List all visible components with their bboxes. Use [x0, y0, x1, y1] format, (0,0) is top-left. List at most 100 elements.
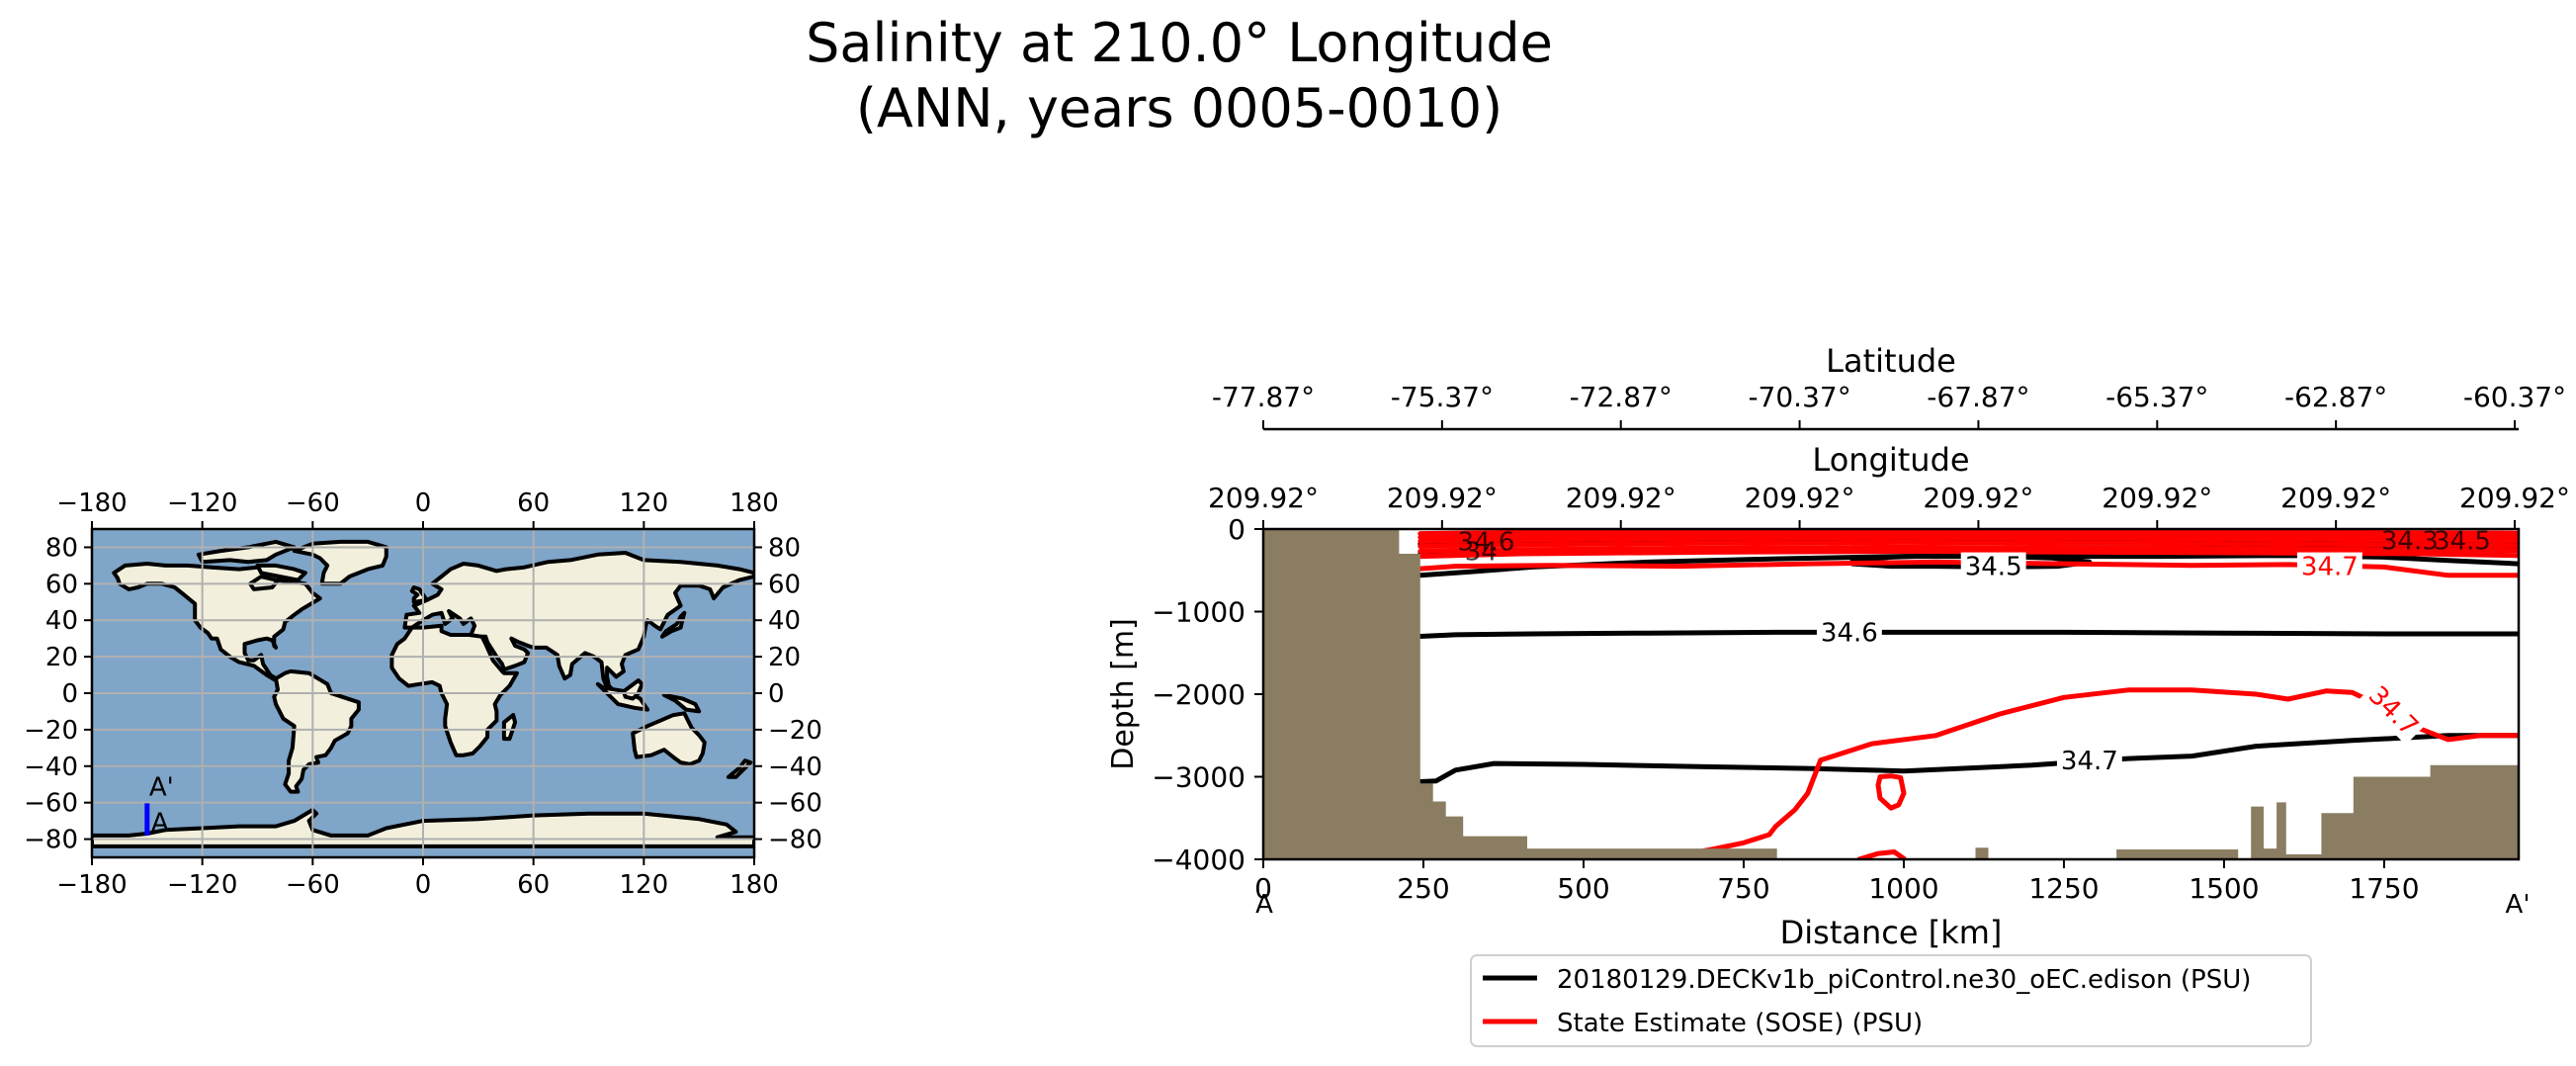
extra-label-3: 34.5 — [2434, 527, 2491, 557]
map-right-tick-label-5: −20 — [768, 716, 822, 746]
map-top-tick-label-5: 120 — [620, 489, 669, 518]
map-land-japan — [659, 610, 687, 639]
map-top-tick-label-2: −60 — [286, 489, 340, 518]
lat-tick-label-4: -67.87° — [1927, 381, 2029, 413]
section-xlabel: Distance [km] — [1780, 914, 2003, 951]
map-transect-end-label: A' — [149, 772, 174, 802]
series-1-label-1: 34.3 — [1827, 523, 1884, 553]
map-land-new-zealand — [726, 758, 753, 779]
lat-tick-label-1: -75.37° — [1391, 381, 1494, 413]
map-bottom-tick-label-4: 60 — [517, 870, 550, 900]
series-0-label-1-bg — [1816, 618, 1882, 649]
series-1-contour-6 — [1417, 539, 2519, 549]
map-right-tick-label-7: −60 — [768, 789, 822, 819]
series-1-contour-4 — [1417, 549, 2519, 560]
map-land-eurasia — [402, 551, 754, 694]
series-1-contour-7 — [1417, 534, 2519, 544]
map-top-tick-label-4: 60 — [517, 489, 550, 518]
map-right-tick-label-8: −80 — [768, 826, 822, 855]
map-right-tick-label-0: 80 — [768, 533, 801, 563]
map-bottom-tick-label-1: −120 — [167, 870, 237, 900]
lon-tick-label-1: 209.92° — [1387, 482, 1498, 514]
section-top-longitude-label: Longitude — [1812, 441, 1969, 479]
map-land-indonesia — [595, 681, 650, 712]
map-left-tick-label-5: −20 — [24, 716, 78, 746]
map-ticks: −180 −180 −120 −120 −60 −60 0 0 60 60 120 120 180 180… — [24, 489, 822, 900]
section-ticks: 0 250 500 750 1000 1250 1500 1750 0 −1000 −2000 −30… — [1152, 381, 2570, 905]
map-land-baffin — [255, 563, 307, 582]
map-land-south-america — [272, 668, 361, 794]
lon-tick-label-3: 209.92° — [1745, 482, 1855, 514]
map-land — [92, 539, 754, 848]
map-top-tick-label-0: −180 — [56, 489, 127, 518]
series-0-contour-1 — [1417, 733, 2519, 784]
x-tick-label-1: 250 — [1397, 872, 1449, 905]
map-grid — [92, 529, 754, 857]
map-top-tick-label-3: 0 — [415, 489, 432, 518]
series-1-label-2: 34.1 — [2004, 523, 2061, 553]
map-right-tick-label-1: 60 — [768, 570, 801, 599]
legend-frame — [1470, 954, 2312, 1047]
series-1-contour-5 — [1417, 544, 2519, 554]
lat-tick-label-0: -77.87° — [1212, 381, 1315, 413]
legend: 20180129.DECKv1b_piControl.ne30_oEC.edis… — [1470, 954, 2312, 1047]
map-right-tick-label-6: −40 — [768, 753, 822, 782]
series-0-label-1: 34.6 — [1821, 618, 1878, 648]
lat-tick-label-7: -60.37° — [2463, 381, 2566, 413]
y-tick-label-2: −2000 — [1152, 678, 1245, 711]
extra-label-2: 34.3 — [2381, 527, 2439, 557]
map-top-tick-label-6: 180 — [730, 489, 779, 518]
series-1-contour-9 — [1417, 529, 2519, 537]
map-right-tick-label-2: 40 — [768, 606, 801, 636]
map-land-madagascar — [501, 713, 518, 742]
map-transect-start-label: A — [151, 809, 169, 839]
x-tick-label-3: 750 — [1717, 872, 1769, 905]
series-1-label-4-bg — [2296, 552, 2362, 582]
y-tick-label-1: −1000 — [1152, 596, 1245, 629]
legend-entry-model: 20180129.DECKv1b_piControl.ne30_oEC.edis… — [1557, 965, 2251, 995]
series-1-label-0: 34.2 — [1642, 522, 1699, 552]
series-0-label-0-bg — [1960, 552, 2026, 582]
lat-tick-label-6: -62.87° — [2284, 381, 2387, 413]
x-tick-label-5: 1250 — [2028, 872, 2099, 905]
y-tick-label-3: −3000 — [1152, 761, 1245, 794]
series-1-label-5-bg — [2360, 677, 2427, 746]
lat-tick-label-2: -72.87° — [1570, 381, 1673, 413]
map-top-tick-label-1: −120 — [167, 489, 237, 518]
series-1-contour-3 — [1856, 849, 1907, 859]
series-1-contour-8 — [1417, 531, 2519, 540]
lon-tick-label-6: 209.92° — [2280, 482, 2391, 514]
map-land-north-america — [112, 562, 322, 683]
lon-tick-label-2: 209.92° — [1566, 482, 1676, 514]
lon-tick-label-0: 209.92° — [1208, 482, 1319, 514]
extra-label-1: 34 — [1465, 538, 1498, 568]
lat-tick-label-5: -65.37° — [2105, 381, 2208, 413]
map-right-tick-label-3: 20 — [768, 643, 801, 672]
figure-title-line2: (ANN, years 0005-0010) — [856, 77, 1503, 139]
map-left-tick-label-4: 0 — [61, 679, 78, 709]
map-left-tick-label-7: −60 — [24, 789, 78, 819]
map-land-greenland — [292, 539, 388, 586]
section-start-label: A — [1255, 890, 1273, 920]
map-left-tick-label-8: −80 — [24, 826, 78, 855]
x-tick-label-7: 1750 — [2349, 872, 2419, 905]
map-left-tick-label-1: 60 — [45, 570, 78, 599]
section-ylabel: Depth [m] — [1106, 618, 1141, 770]
figure-title-line1: Salinity at 210.0° Longitude — [806, 12, 1553, 74]
x-tick-label-2: 500 — [1557, 872, 1609, 905]
x-tick-label-4: 1000 — [1868, 872, 1938, 905]
series-0-label-2-bg — [2056, 746, 2122, 776]
lat-tick-label-3: -70.37° — [1748, 381, 1850, 413]
map-left-tick-label-0: 80 — [45, 533, 78, 563]
map-left-tick-label-6: −40 — [24, 753, 78, 782]
map-bottom-tick-label-6: 180 — [730, 870, 779, 900]
lon-tick-label-5: 209.92° — [2102, 482, 2212, 514]
map-panel: A' A −180 −180 −120 −120 −60 −60 0 0 60 60 120 120 1… — [24, 489, 822, 900]
map-right-tick-label-4: 0 — [768, 679, 785, 709]
map-land-australia — [631, 711, 707, 766]
series-0-label-2: 34.7 — [2061, 747, 2118, 776]
extra-label-0: 34.6 — [1458, 528, 1515, 558]
map-bottom-tick-label-2: −60 — [286, 870, 340, 900]
map-land-new-guinea — [661, 692, 702, 714]
